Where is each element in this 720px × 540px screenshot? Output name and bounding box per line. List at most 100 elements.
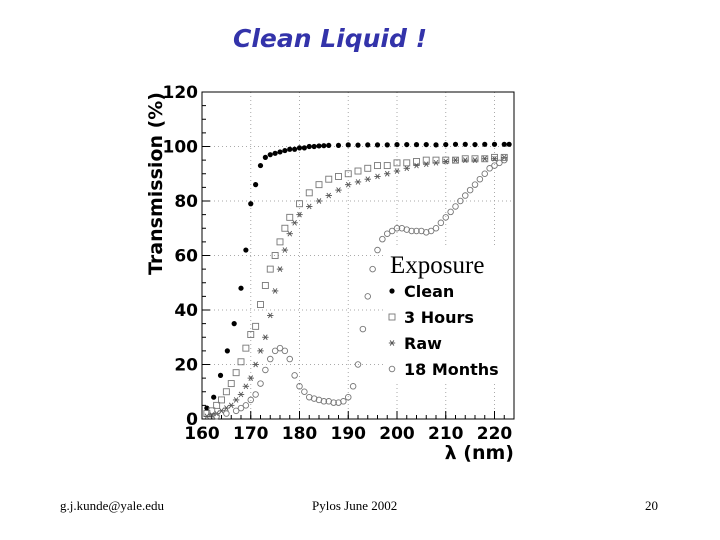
marker-dot — [262, 154, 268, 160]
data-point-3-hours — [257, 301, 264, 308]
data-point-clean — [374, 142, 381, 148]
marker-ring — [296, 383, 303, 390]
legend-background — [386, 248, 512, 382]
data-point-3-hours — [383, 162, 391, 170]
marker-square — [252, 322, 260, 330]
marker-ring — [349, 383, 357, 390]
data-point-18-months — [369, 265, 376, 273]
marker-dot — [389, 288, 395, 294]
marker-dot — [306, 143, 312, 150]
data-point-raw — [223, 405, 230, 411]
data-point-3-hours — [247, 331, 255, 338]
data-point-18-months — [393, 224, 401, 232]
data-point-clean — [326, 142, 332, 149]
data-point-raw — [442, 158, 449, 165]
data-point-18-months — [262, 366, 269, 374]
data-point-3-hours — [213, 401, 221, 409]
legend-marker — [389, 288, 395, 294]
data-point-raw — [252, 361, 259, 368]
marker-stroke — [345, 181, 351, 188]
data-point-18-months — [349, 383, 357, 390]
marker-dot — [311, 143, 317, 150]
data-point-clean — [506, 141, 512, 147]
marker-stroke — [443, 158, 449, 165]
marker-stroke — [404, 165, 410, 172]
marker-stroke — [282, 247, 288, 253]
marker-stroke — [297, 211, 302, 218]
marker-ring — [427, 227, 435, 235]
data-point-3-hours — [325, 175, 333, 183]
marker-dot — [501, 141, 507, 147]
marker-stroke — [209, 412, 215, 418]
marker-stroke — [326, 192, 332, 199]
marker-square — [237, 358, 245, 366]
data-point-18-months — [466, 186, 474, 194]
legend-label: 18 Months — [404, 360, 499, 379]
marker-dot — [491, 141, 498, 147]
marker-ring — [437, 219, 445, 227]
marker-dot — [253, 182, 259, 188]
data-point-clean — [433, 142, 439, 148]
data-point-clean — [423, 141, 429, 148]
marker-stroke — [228, 402, 234, 409]
data-point-3-hours — [222, 388, 230, 396]
marker-square — [491, 153, 498, 161]
marker-square — [286, 213, 294, 221]
marker-stroke — [375, 173, 380, 180]
data-point-18-months — [481, 170, 489, 177]
data-point-clean — [211, 394, 217, 400]
data-point-clean — [501, 141, 507, 147]
marker-dot — [423, 141, 429, 148]
marker-stroke — [394, 168, 400, 174]
data-point-clean — [472, 141, 478, 148]
marker-dot — [394, 141, 400, 148]
data-point-clean — [224, 348, 230, 354]
x-tick-label: 190 — [331, 424, 367, 444]
marker-ring — [462, 192, 469, 199]
data-point-18-months — [427, 227, 435, 235]
y-tick-label: 40 — [174, 301, 198, 321]
data-point-raw — [384, 170, 391, 177]
data-point-18-months — [223, 410, 230, 417]
marker-ring — [320, 398, 328, 405]
marker-dot — [433, 142, 439, 148]
data-point-18-months — [345, 393, 352, 401]
marker-stroke — [365, 176, 371, 183]
marker-dot — [238, 285, 244, 291]
marker-stroke — [433, 160, 439, 166]
data-point-3-hours — [261, 282, 269, 289]
marker-ring — [452, 203, 459, 210]
data-point-18-months — [354, 361, 362, 368]
data-point-3-hours — [344, 170, 352, 178]
marker-dot — [292, 146, 298, 152]
marker-ring — [252, 391, 259, 398]
data-marks — [203, 141, 512, 420]
marker-ring — [413, 227, 420, 235]
marker-stroke — [414, 162, 419, 169]
marker-stroke — [306, 203, 312, 210]
marker-stroke — [253, 361, 258, 368]
marker-stroke — [287, 230, 293, 237]
data-point-3-hours — [413, 158, 420, 165]
data-point-18-months — [281, 347, 289, 355]
marker-square — [393, 159, 401, 167]
marker-stroke — [219, 407, 224, 414]
marker-square — [227, 380, 235, 388]
marker-ring — [501, 156, 508, 164]
data-point-3-hours — [335, 173, 342, 180]
data-point-raw — [271, 288, 279, 294]
marker-square — [442, 156, 450, 164]
y-tick-label: 120 — [163, 83, 199, 103]
data-point-raw — [432, 160, 440, 166]
data-point-18-months — [447, 208, 454, 216]
data-point-raw — [462, 157, 469, 163]
marker-square — [344, 170, 352, 178]
marker-stroke — [336, 187, 341, 193]
marker-dot — [326, 142, 332, 149]
marker-stroke — [389, 340, 395, 346]
data-point-clean — [482, 141, 488, 147]
marker-stroke — [248, 375, 254, 381]
x-tick-label: 180 — [282, 424, 318, 444]
marker-ring — [340, 398, 347, 405]
marker-dot — [277, 149, 283, 155]
